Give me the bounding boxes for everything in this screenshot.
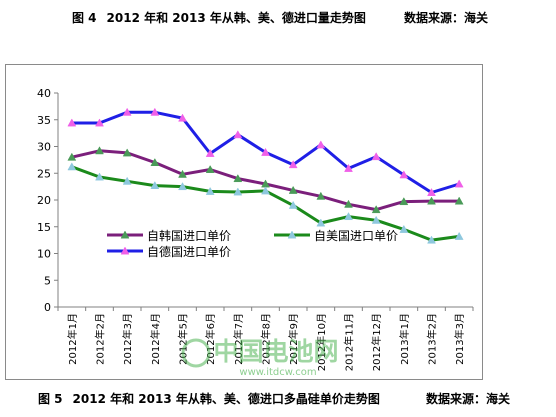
data-point-0 bbox=[95, 146, 104, 155]
x-tick-label: 2013年3月 bbox=[453, 313, 466, 365]
x-tick-label: 2012年6月 bbox=[204, 313, 217, 365]
watermark-url: www.itdcw.com bbox=[239, 367, 316, 378]
data-point-2 bbox=[316, 140, 326, 149]
data-point-0 bbox=[178, 169, 187, 178]
data-point-0 bbox=[316, 191, 326, 200]
x-tick-label: 2013年1月 bbox=[398, 313, 411, 365]
legend-marker bbox=[120, 246, 130, 255]
data-point-0 bbox=[122, 148, 132, 157]
data-point-2 bbox=[122, 107, 132, 116]
data-point-1 bbox=[371, 215, 381, 224]
data-point-1 bbox=[205, 186, 215, 195]
data-point-1 bbox=[95, 172, 104, 181]
data-point-0 bbox=[67, 152, 77, 161]
y-tick-label: 40 bbox=[37, 87, 51, 100]
x-tick-label: 2012年3月 bbox=[121, 313, 134, 365]
data-point-2 bbox=[344, 163, 353, 172]
data-point-1 bbox=[261, 186, 270, 195]
y-tick-label: 10 bbox=[37, 248, 51, 261]
data-point-2 bbox=[205, 148, 215, 157]
data-point-0 bbox=[399, 197, 409, 206]
data-point-2 bbox=[67, 118, 77, 127]
data-point-2 bbox=[454, 179, 464, 188]
y-tick-label: 30 bbox=[37, 141, 51, 154]
data-point-2 bbox=[178, 113, 187, 122]
data-point-1 bbox=[344, 212, 353, 221]
figure-caption-top: 图 4 2012 年和 2013 年从韩、美、德进口量走势图 数据来源：海关 bbox=[0, 9, 556, 26]
x-tick-label: 2012年10月 bbox=[315, 313, 328, 371]
figure-number: 图 4 bbox=[72, 11, 97, 25]
y-tick-label: 0 bbox=[44, 301, 51, 314]
data-point-1 bbox=[67, 162, 77, 171]
data-point-2 bbox=[288, 160, 298, 169]
x-tick-label: 2012年5月 bbox=[177, 313, 190, 365]
figure-caption-bottom: 图 5 2012 年和 2013 年从韩、美、德进口多晶硅单价走势图 数据来源：海关 bbox=[0, 390, 556, 407]
x-tick-label: 2013年2月 bbox=[426, 313, 439, 365]
data-source: 数据来源：海关 bbox=[426, 392, 511, 406]
data-point-0 bbox=[454, 196, 464, 205]
data-point-1 bbox=[150, 181, 160, 190]
x-tick-label: 2012年12月 bbox=[370, 313, 383, 371]
data-point-0 bbox=[427, 196, 436, 205]
x-tick-label: 2012年2月 bbox=[94, 313, 107, 365]
data-point-0 bbox=[150, 158, 160, 166]
watermark-logo: 中国电池网 bbox=[213, 337, 338, 366]
y-tick-label: 25 bbox=[37, 167, 51, 180]
x-tick-label: 2012年9月 bbox=[287, 313, 300, 365]
watermark-emblem bbox=[181, 338, 211, 368]
x-tick-label: 2012年8月 bbox=[260, 313, 273, 365]
data-point-1 bbox=[122, 176, 132, 185]
legend-label: 自美国进口单价 bbox=[314, 229, 398, 243]
figure-number: 图 5 bbox=[38, 392, 63, 406]
data-point-1 bbox=[454, 231, 464, 240]
data-point-2 bbox=[371, 152, 381, 161]
data-point-0 bbox=[288, 185, 298, 194]
y-tick-label: 20 bbox=[37, 194, 51, 207]
x-tick-label: 2012年11月 bbox=[343, 313, 356, 371]
data-point-1 bbox=[288, 200, 298, 209]
y-tick-label: 15 bbox=[37, 221, 51, 234]
data-point-2 bbox=[261, 147, 270, 156]
data-point-1 bbox=[316, 218, 326, 227]
price-trend-chart: 0 5 10 15 20 25 30 35 40 2012年1月 2012年2月 2012年3月 201… bbox=[37, 87, 474, 378]
chart-area: 0 5 10 15 20 25 30 35 40 2012年1月 2012年2月 2012年3月 201… bbox=[5, 64, 483, 380]
data-source: 数据来源：海关 bbox=[404, 11, 489, 25]
y-tick-label: 35 bbox=[37, 114, 51, 127]
data-point-2 bbox=[233, 130, 243, 139]
figure-title: 2012 年和 2013 年从韩、美、德进口量走势图 bbox=[106, 11, 366, 25]
legend-label: 自德国进口单价 bbox=[147, 244, 231, 259]
figure-title: 2012 年和 2013 年从韩、美、德进口多晶硅单价走势图 bbox=[72, 392, 380, 406]
legend-marker bbox=[120, 230, 130, 239]
legend-label: 自韩国进口单价 bbox=[147, 228, 231, 243]
data-point-0 bbox=[205, 164, 215, 173]
y-tick-label: 5 bbox=[44, 274, 51, 287]
data-point-1 bbox=[178, 182, 187, 191]
data-point-1 bbox=[427, 235, 436, 244]
data-point-0 bbox=[371, 205, 381, 214]
data-point-1 bbox=[233, 187, 243, 196]
legend-marker bbox=[287, 230, 297, 239]
x-tick-label: 2012年7月 bbox=[232, 313, 245, 365]
data-point-2 bbox=[399, 170, 409, 179]
data-point-1 bbox=[399, 224, 409, 233]
x-tick-label: 2012年4月 bbox=[149, 313, 162, 365]
data-point-2 bbox=[427, 187, 436, 196]
data-point-2 bbox=[95, 118, 104, 127]
data-point-2 bbox=[150, 107, 160, 116]
x-tick-label: 2012年1月 bbox=[66, 313, 79, 365]
data-point-0 bbox=[344, 199, 353, 208]
data-point-0 bbox=[233, 174, 243, 183]
